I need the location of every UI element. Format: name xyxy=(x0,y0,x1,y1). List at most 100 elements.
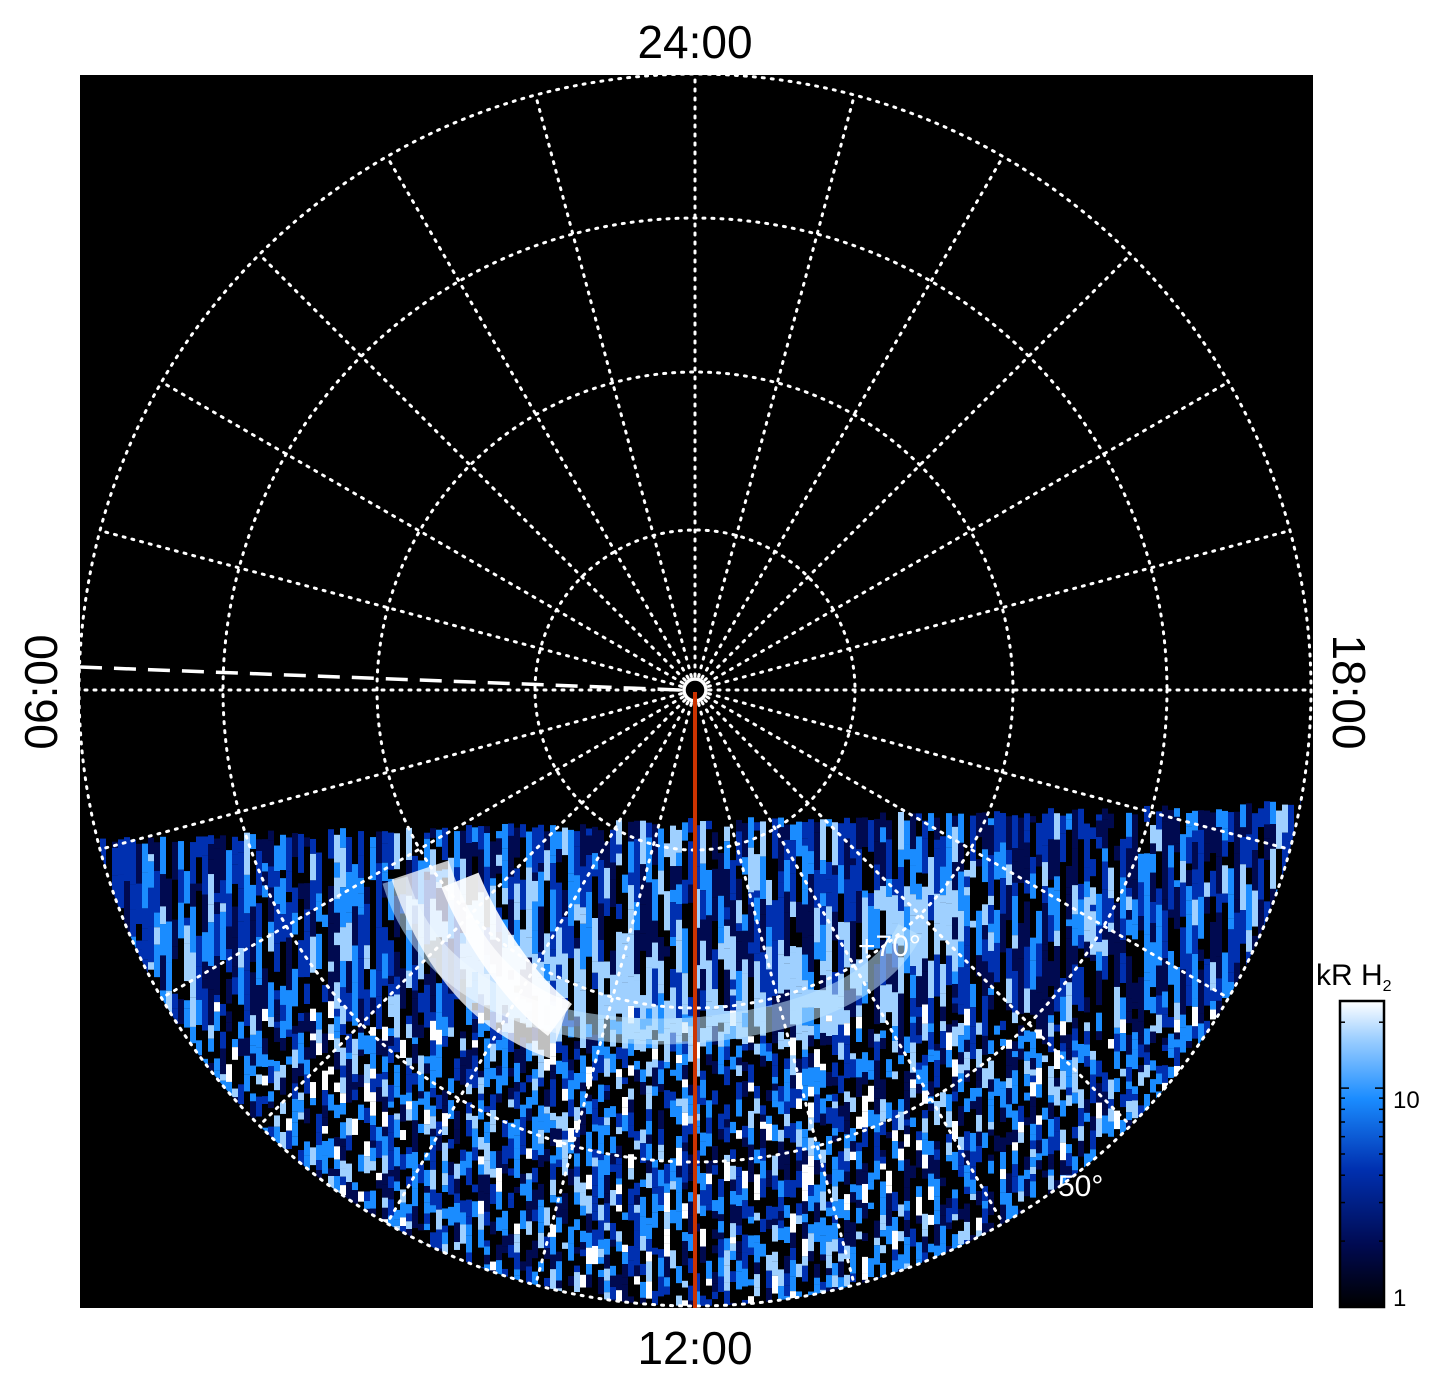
emission-cell xyxy=(1006,864,1012,886)
emission-cell xyxy=(334,1169,340,1177)
emission-cell xyxy=(730,1223,736,1238)
emission-cell xyxy=(436,983,442,1013)
emission-cell xyxy=(268,932,274,952)
emission-cell xyxy=(496,1150,502,1168)
emission-cell xyxy=(310,1098,316,1106)
emission-cell xyxy=(370,1101,376,1116)
emission-cell xyxy=(388,1036,394,1046)
emission-cell xyxy=(1066,1144,1072,1154)
emission-cell xyxy=(730,1259,736,1272)
emission-cell xyxy=(1054,1031,1060,1051)
emission-cell xyxy=(484,826,490,834)
emission-cell xyxy=(406,1168,412,1177)
emission-cell xyxy=(1000,1081,1006,1089)
emission-cell xyxy=(934,893,940,924)
emission-cell xyxy=(688,884,694,903)
emission-cell xyxy=(658,1169,664,1187)
emission-cell xyxy=(424,1230,430,1246)
emission-cell xyxy=(994,1182,1000,1201)
emission-cell xyxy=(922,1090,928,1104)
emission-cell xyxy=(1048,1307,1054,1326)
emission-cell xyxy=(250,872,256,885)
emission-cell xyxy=(796,1170,802,1188)
emission-cell xyxy=(826,906,832,952)
emission-cell xyxy=(610,907,616,951)
emission-cell xyxy=(1012,848,1018,862)
emission-cell xyxy=(454,831,460,868)
emission-cell xyxy=(568,1243,574,1261)
emission-cell xyxy=(592,1166,598,1186)
emission-cell xyxy=(490,878,496,886)
emission-cell xyxy=(550,1163,556,1180)
emission-cell xyxy=(532,1271,538,1286)
emission-cell xyxy=(580,824,586,867)
emission-cell xyxy=(814,832,820,852)
emission-cell xyxy=(712,949,718,990)
emission-cell xyxy=(610,1136,616,1154)
emission-cell xyxy=(502,1229,508,1236)
emission-cell xyxy=(706,1204,712,1211)
emission-cell xyxy=(466,1120,472,1137)
emission-cell xyxy=(904,1200,910,1211)
emission-cell xyxy=(904,1187,910,1201)
emission-cell xyxy=(688,1134,694,1141)
emission-cell xyxy=(586,927,592,957)
emission-cell xyxy=(988,923,994,933)
emission-cell xyxy=(556,1167,562,1183)
emission-cell xyxy=(550,1307,556,1324)
emission-cell xyxy=(820,1098,826,1114)
emission-cell xyxy=(946,955,952,986)
emission-cell xyxy=(970,815,976,861)
emission-cell xyxy=(316,1065,322,1086)
emission-cell xyxy=(316,1085,322,1101)
emission-cell xyxy=(688,1084,694,1096)
emission-cell xyxy=(994,1025,1000,1035)
emission-cell xyxy=(886,820,892,840)
emission-cell xyxy=(556,1128,562,1140)
emission-cell xyxy=(706,1299,712,1306)
emission-cell xyxy=(634,865,640,903)
emission-cell xyxy=(922,1252,928,1261)
emission-cell xyxy=(358,958,364,999)
emission-cell xyxy=(202,836,208,856)
emission-cell xyxy=(748,1279,754,1286)
emission-cell xyxy=(682,1203,688,1211)
emission-cell xyxy=(316,1029,322,1044)
emission-cell xyxy=(1072,945,1078,965)
emission-cell xyxy=(940,895,946,903)
emission-cell xyxy=(946,1155,952,1162)
emission-cell xyxy=(550,1112,556,1121)
emission-cell xyxy=(568,1037,574,1046)
emission-cell xyxy=(604,1230,610,1239)
emission-cell xyxy=(364,1025,370,1036)
emission-cell xyxy=(496,1138,502,1151)
emission-cell xyxy=(298,977,304,1014)
emission-cell xyxy=(592,1278,598,1287)
emission-cell xyxy=(514,1234,520,1243)
emission-cell xyxy=(616,1113,622,1128)
emission-cell xyxy=(412,1170,418,1189)
emission-cell xyxy=(1042,1086,1048,1100)
emission-cell xyxy=(532,1167,538,1183)
emission-cell xyxy=(490,1124,496,1133)
emission-cell xyxy=(346,912,352,923)
emission-cell xyxy=(766,1205,772,1220)
emission-cell xyxy=(592,972,598,990)
emission-cell xyxy=(682,928,688,974)
emission-cell xyxy=(868,1250,874,1259)
emission-cell xyxy=(670,946,676,969)
emission-cell xyxy=(268,1066,274,1084)
emission-cell xyxy=(784,891,790,913)
emission-cell xyxy=(514,1186,520,1193)
emission-cell xyxy=(154,871,160,913)
emission-cell xyxy=(820,975,826,991)
emission-cell xyxy=(970,920,976,928)
emission-cell xyxy=(268,1017,274,1027)
emission-cell xyxy=(622,838,628,875)
emission-cell xyxy=(286,1309,292,1315)
emission-cell xyxy=(850,1017,856,1025)
emission-cell xyxy=(850,1077,856,1098)
emission-cell xyxy=(952,1046,958,1060)
emission-cell xyxy=(166,878,172,922)
emission-cell xyxy=(922,1110,928,1119)
